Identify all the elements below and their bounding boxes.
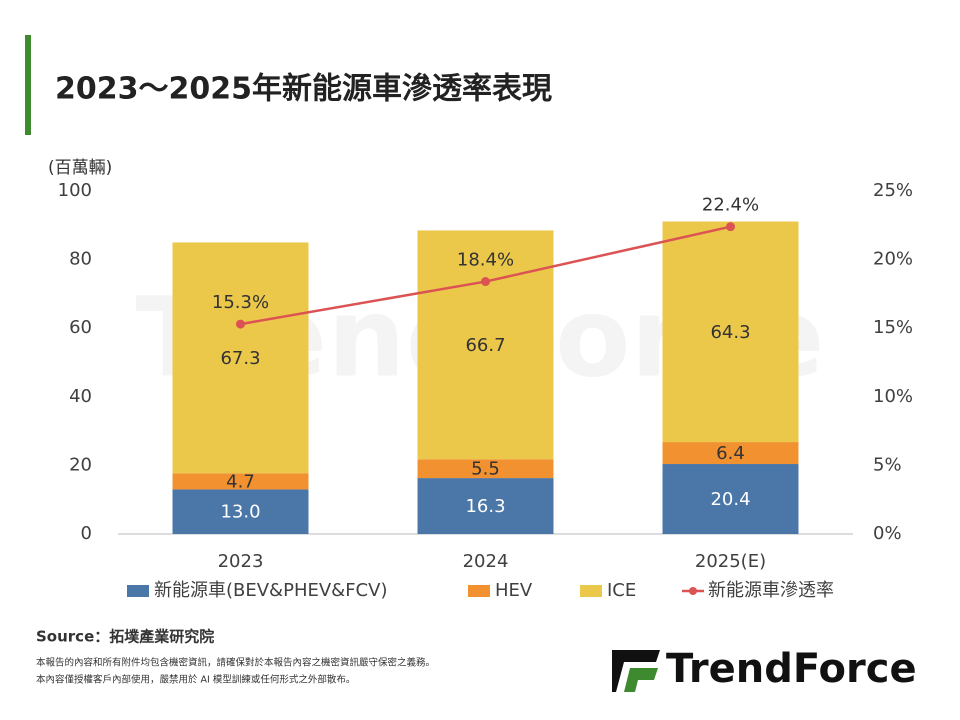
title-accent: [25, 35, 31, 135]
legend-label: 新能源車(BEV&PHEV&FCV): [154, 580, 387, 601]
logo: TrendForce: [666, 646, 917, 692]
value-label: 13.0: [220, 502, 260, 523]
line-point: [481, 277, 490, 287]
value-label: 67.3: [220, 348, 260, 369]
legend-marker: [468, 585, 490, 597]
bar-segment: [417, 478, 554, 534]
bar-segment: [662, 442, 799, 465]
legend-label: ICE: [607, 580, 636, 601]
y-tick-label: 60: [69, 317, 92, 338]
bar-segment: [172, 489, 309, 534]
bar-segment: [417, 230, 554, 460]
logo-icon: [612, 650, 660, 692]
legend-marker: [127, 585, 149, 597]
source: Source：拓墣產業研究院: [36, 628, 214, 646]
disclaimer: 本報告的內容和所有附件均包含機密資訊，請確保對於本報告內容之機密資訊嚴守保密之義…: [36, 657, 435, 669]
y-tick-label: 0: [81, 523, 92, 544]
value-label: 20.4: [710, 489, 750, 510]
value-label: 5.5: [471, 459, 500, 480]
y2-tick-label: 20%: [873, 249, 913, 270]
title: 2023～2025年新能源車滲透率表現: [55, 72, 552, 107]
y-axis-label: (百萬輛): [48, 158, 112, 178]
y-tick-label: 40: [69, 386, 92, 407]
y-tick-label: 100: [58, 180, 92, 201]
value-label: 66.7: [465, 335, 505, 356]
value-label: 22.4%: [702, 195, 759, 216]
bar-segment: [662, 221, 799, 443]
y2-tick-label: 15%: [873, 317, 913, 338]
value-label: 15.3%: [212, 292, 269, 313]
y2-tick-label: 10%: [873, 386, 913, 407]
value-label: 4.7: [226, 471, 255, 492]
line-point: [726, 222, 735, 232]
value-label: 16.3: [465, 496, 505, 517]
legend-label: HEV: [495, 580, 533, 601]
y2-tick-label: 25%: [873, 180, 913, 201]
x-tick-label: 2023: [218, 551, 264, 572]
y-tick-label: 20: [69, 454, 92, 475]
bar-segment: [662, 464, 799, 534]
bar-segment: [172, 242, 309, 474]
legend-label: 新能源車滲透率: [708, 580, 834, 601]
legend-marker: [689, 587, 697, 595]
bar-segment: [417, 459, 554, 479]
x-tick-label: 2025(E): [695, 551, 766, 572]
disclaimer: 本內容僅授權客戶內部使用，嚴禁用於 AI 模型訓練或任何形式之外部散布。: [36, 674, 355, 686]
value-label: 64.3: [710, 322, 750, 343]
y2-tick-label: 0%: [873, 523, 902, 544]
legend-marker: [580, 585, 602, 597]
value-label: 6.4: [716, 443, 745, 464]
y2-tick-label: 5%: [873, 454, 902, 475]
value-label: 18.4%: [457, 250, 514, 271]
y-tick-label: 80: [69, 249, 92, 270]
bar-segment: [172, 473, 309, 490]
x-tick-label: 2024: [463, 551, 509, 572]
line-point: [236, 319, 245, 329]
